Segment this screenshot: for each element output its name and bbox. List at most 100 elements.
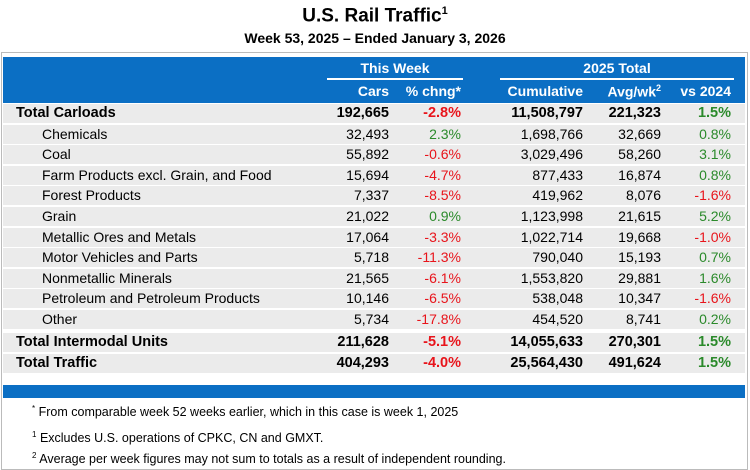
cell-cumulative: 14,055,633 xyxy=(510,333,583,350)
cell-cumulative: 11,508,797 xyxy=(511,105,583,121)
cell-cumulative: 1,022,714 xyxy=(520,228,583,245)
col-avg-wk: Avg/wk2 xyxy=(607,83,661,100)
cell-cars: 21,565 xyxy=(346,269,389,286)
cell-vs-2024: 1.5% xyxy=(697,354,731,371)
row-label: Forest Products xyxy=(42,187,141,204)
col-cars: Cars xyxy=(357,83,389,99)
cell-cumulative: 790,040 xyxy=(532,249,583,266)
footnote-asterisk: * From comparable week 52 weeks earlier,… xyxy=(32,404,458,419)
row-label: Total Traffic xyxy=(16,354,98,371)
footnote-mark: 2 xyxy=(32,451,37,460)
page-title: U.S. Rail Traffic1 xyxy=(0,5,750,27)
table-row: Metallic Ores and Metals 17,064 -3.3% 1,022… xyxy=(3,227,745,247)
table-row: Farm Products excl. Grain, and Food 15,69… xyxy=(3,165,745,185)
cell-avg-wk: 19,668 xyxy=(618,228,661,245)
table-row: Total Carloads 192,665 -2.8% 11,508,797 221,… xyxy=(3,104,745,123)
cell-vs-2024: -1.6% xyxy=(694,290,731,307)
footnote-text: Excludes U.S. operations of CPKC, CN and… xyxy=(39,431,324,446)
row-label: Metallic Ores and Metals xyxy=(42,228,197,245)
row-label: Other xyxy=(42,310,78,327)
cell-avg-wk: 270,301 xyxy=(608,333,661,350)
table-row: Total Intermodal Units 211,628 -5.1% 14,055… xyxy=(3,332,745,352)
col-avg-wk-label: Avg/wk xyxy=(607,83,656,100)
cell-vs-2024: 3.1% xyxy=(699,146,731,163)
cell-vs-2024: 0.8% xyxy=(699,125,731,142)
cell-avg-wk: 32,669 xyxy=(618,125,661,142)
cell-avg-wk: 15,193 xyxy=(618,249,661,266)
cell-vs-2024: 1.5% xyxy=(697,333,731,350)
cell-cumulative: 877,433 xyxy=(532,166,583,183)
row-label: Coal xyxy=(42,146,71,163)
cell-avg-wk: 8,741 xyxy=(625,310,661,327)
cell-vs-2024: 1.6% xyxy=(699,269,731,286)
row-label: Chemicals xyxy=(42,125,108,142)
cell-cumulative: 538,048 xyxy=(532,290,583,307)
cell-pct-change: -6.1% xyxy=(424,269,461,286)
cell-pct-change: -3.3% xyxy=(424,228,461,245)
cell-pct-change: 2.3% xyxy=(429,125,461,142)
cell-cars: 211,628 xyxy=(337,333,389,350)
cell-vs-2024: 5.2% xyxy=(699,207,731,224)
cell-avg-wk: 16,874 xyxy=(618,166,661,183)
cell-vs-2024: 0.8% xyxy=(699,166,731,183)
cell-cars: 10,146 xyxy=(346,290,389,307)
cell-pct-change: 0.9% xyxy=(429,207,461,224)
cell-cars: 21,022 xyxy=(346,207,389,224)
cell-pct-change: -11.3% xyxy=(417,249,461,266)
cell-cars: 192,665 xyxy=(336,105,389,121)
cell-avg-wk: 58,260 xyxy=(618,146,661,163)
cell-cumulative: 1,123,998 xyxy=(520,207,583,224)
cell-cumulative: 25,564,430 xyxy=(510,354,583,371)
col-avg-wk-footnote-mark: 2 xyxy=(655,83,661,93)
cell-cars: 404,293 xyxy=(336,354,389,371)
cell-cars: 7,337 xyxy=(353,187,389,204)
row-label: Motor Vehicles and Parts xyxy=(42,249,198,266)
footnote-mark: 1 xyxy=(32,430,37,439)
table-footer-bar xyxy=(3,385,745,398)
row-label: Grain xyxy=(42,207,77,224)
footnote-text: From comparable week 52 weeks earlier, w… xyxy=(38,405,459,420)
cell-cumulative: 3,029,496 xyxy=(520,146,583,163)
cell-cars: 17,064 xyxy=(346,228,389,245)
cell-avg-wk: 29,881 xyxy=(618,269,661,286)
footnote-mark: * xyxy=(32,404,36,413)
cell-pct-change: -17.8% xyxy=(416,310,461,327)
cell-vs-2024: -1.6% xyxy=(694,187,731,204)
row-label: Nonmetallic Minerals xyxy=(42,269,172,286)
cell-pct-change: -4.0% xyxy=(423,354,461,371)
title-footnote-mark: 1 xyxy=(441,5,448,17)
table-body: Total Carloads 192,665 -2.8% 11,508,797 221,… xyxy=(3,104,745,374)
table-row: Grain 21,022 0.9% 1,123,998 21,615 5.2% xyxy=(3,206,745,226)
cell-pct-change: -5.1% xyxy=(423,333,461,350)
group-this-week: This Week xyxy=(327,60,463,80)
row-label: Total Intermodal Units xyxy=(16,333,168,350)
cell-pct-change: -8.5% xyxy=(424,187,461,204)
table-header: This Week 2025 Total Cars % chng* Cumula… xyxy=(3,57,745,103)
cell-cumulative: 1,698,766 xyxy=(520,125,583,142)
cell-avg-wk: 8,076 xyxy=(625,187,661,204)
title-text: U.S. Rail Traffic xyxy=(302,5,442,27)
cell-vs-2024: 1.5% xyxy=(697,105,731,121)
cell-avg-wk: 21,615 xyxy=(618,207,661,224)
cell-pct-change: -2.8% xyxy=(423,105,461,121)
cell-cumulative: 1,553,820 xyxy=(520,269,583,286)
cell-avg-wk: 491,624 xyxy=(608,354,661,371)
table-row: Coal 55,892 -0.6% 3,029,496 58,260 3.1% xyxy=(3,145,745,165)
table-row: Forest Products 7,337 -8.5% 419,962 8,076 -1.… xyxy=(3,186,745,206)
cell-vs-2024: 0.7% xyxy=(699,249,731,266)
cell-cars: 15,694 xyxy=(346,166,389,183)
cell-pct-change: -0.6% xyxy=(424,146,461,163)
page-subtitle: Week 53, 2025 – Ended January 3, 2026 xyxy=(244,30,506,46)
footnote-1: 1 Excludes U.S. operations of CPKC, CN a… xyxy=(32,430,323,445)
cell-cars: 5,718 xyxy=(353,249,389,266)
cell-avg-wk: 10,347 xyxy=(618,290,661,307)
cell-cars: 5,734 xyxy=(353,310,389,327)
col-vs-2024: vs 2024 xyxy=(680,83,731,99)
cell-avg-wk: 221,323 xyxy=(608,105,661,121)
table-row: Nonmetallic Minerals 21,565 -6.1% 1,553,820… xyxy=(3,268,745,288)
table-row: Motor Vehicles and Parts 5,718 -11.3% 790,0… xyxy=(3,248,745,268)
cell-cars: 55,892 xyxy=(346,146,389,163)
cell-cumulative: 454,520 xyxy=(532,310,583,327)
table-row: Petroleum and Petroleum Products 10,146 -6… xyxy=(3,289,745,309)
row-label: Petroleum and Petroleum Products xyxy=(42,290,260,307)
